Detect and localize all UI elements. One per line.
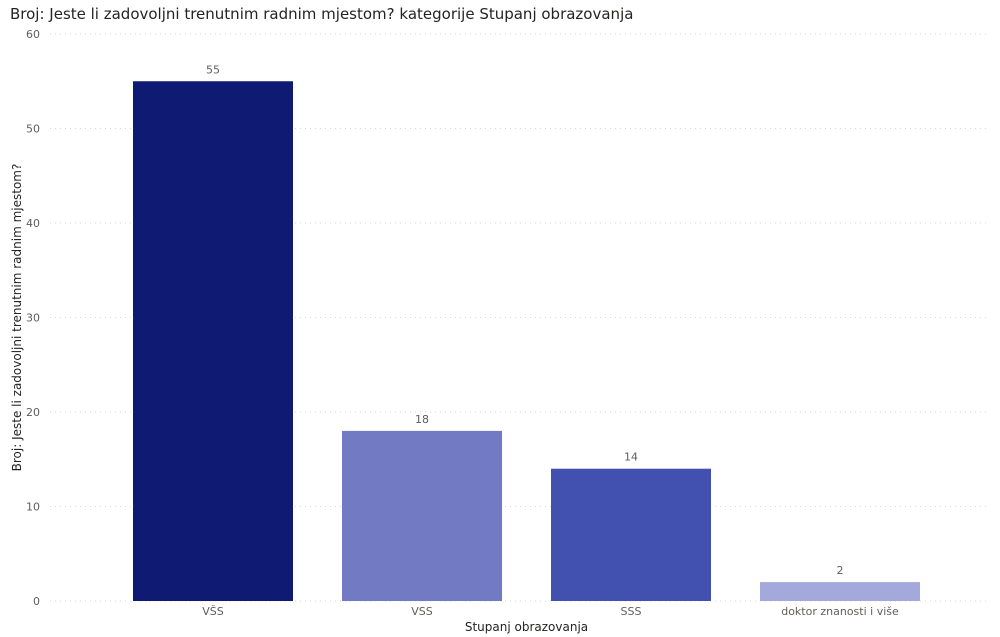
y-axis-title: Broj: Jeste li zadovoljni trenutnim radn… — [10, 164, 24, 472]
y-axis-ticks: 0 10 20 30 40 50 60 — [26, 28, 40, 608]
bars — [133, 81, 920, 601]
x-axis-title: Stupanj obrazovanja — [465, 620, 588, 634]
y-tick-label: 30 — [26, 312, 40, 325]
gridlines — [50, 33, 990, 602]
y-tick-label: 10 — [26, 501, 40, 514]
data-labels: 55 18 14 2 — [206, 63, 844, 577]
x-axis-ticks: VŠS VSS SSS doktor znanosti i više — [202, 605, 899, 618]
data-label: 55 — [206, 63, 220, 76]
data-label: 14 — [624, 451, 638, 464]
bar — [133, 81, 293, 601]
y-tick-label: 0 — [33, 595, 40, 608]
x-tick-label: SSS — [621, 605, 642, 618]
x-tick-label: doktor znanosti i više — [781, 605, 899, 618]
x-tick-label: VŠS — [202, 605, 224, 618]
data-label: 2 — [837, 564, 844, 577]
chart-title: Broj: Jeste li zadovoljni trenutnim radn… — [10, 5, 634, 23]
y-tick-label: 20 — [26, 406, 40, 419]
y-tick-label: 40 — [26, 217, 40, 230]
y-tick-label: 60 — [26, 28, 40, 41]
bar — [760, 582, 920, 601]
bar — [551, 468, 711, 601]
data-label: 18 — [415, 413, 429, 426]
x-tick-label: VSS — [411, 605, 433, 618]
y-tick-label: 50 — [26, 123, 40, 136]
bar — [342, 430, 502, 601]
